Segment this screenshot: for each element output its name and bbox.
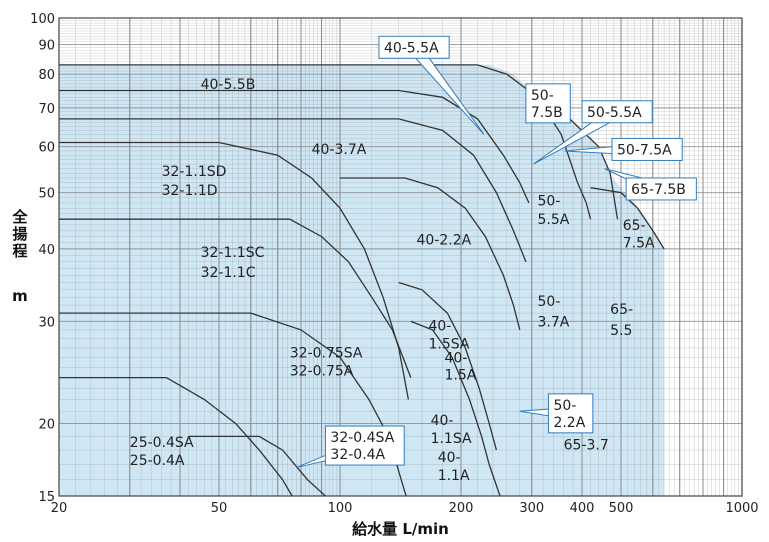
y-tick-label: 70: [38, 102, 55, 117]
series-label: 1.1A: [438, 468, 470, 484]
series-label: 25-0.4A: [130, 453, 185, 469]
x-tick-label: 100: [328, 501, 353, 516]
callout-box: [324, 425, 405, 466]
callout-box: [581, 100, 653, 124]
series-label: 5.5A: [538, 212, 570, 228]
x-tick-label: 1000: [725, 501, 758, 516]
series-label: 1.5SA: [428, 336, 469, 352]
y-axis-label-char: 程: [12, 242, 27, 260]
y-axis-unit: m: [12, 287, 28, 305]
x-tick-label: 20: [51, 501, 68, 516]
y-tick-label: 90: [38, 39, 55, 54]
plot-frame: [58, 17, 743, 497]
curve-40-3.7A: [59, 118, 527, 263]
series-label: 65-: [623, 218, 646, 234]
x-tick-label: 50: [211, 501, 228, 516]
curve-32-1.1SC: [59, 218, 412, 378]
y-tick-label: 80: [38, 68, 55, 83]
curve-40-1.5SA: [398, 281, 498, 451]
callout-label: 32-0.4SA: [330, 430, 394, 446]
curve-25-0.4SA: [59, 376, 293, 497]
series-label: 40-2.2A: [417, 233, 472, 249]
series-label: 25-0.4SA: [130, 435, 194, 451]
y-tick-label: 50: [38, 187, 55, 202]
series-label: 32-1.1D: [162, 183, 218, 199]
curve-32-0.75SA: [59, 312, 407, 497]
series-label: 32-1.1SC: [201, 245, 265, 261]
callout-box: [547, 393, 594, 434]
series-label: 32-1.1SD: [162, 164, 227, 180]
callout-label: 50-5.5A: [587, 105, 642, 121]
x-axis-label: 給水量 L/min: [352, 520, 449, 538]
series-label: 40-: [445, 350, 468, 366]
series-label: 40-: [431, 413, 454, 429]
y-tick-label: 100: [30, 12, 55, 27]
series-labels: 40-5.5B40-3.7A32-1.1SD32-1.1D32-1.1SC32-…: [130, 77, 655, 484]
callout-label: 50-7.5A: [617, 142, 672, 158]
curve-40-5.5A: [59, 89, 530, 204]
series-label: 1.1SA: [431, 431, 472, 447]
series-label: 1.5A: [445, 367, 477, 383]
curve-65-7.5A: [590, 187, 665, 250]
x-tick-label: 200: [449, 501, 474, 516]
series-label: 3.7A: [538, 314, 570, 330]
region-area: [59, 64, 591, 497]
callout-label: 50-: [531, 88, 554, 104]
y-tick-label: 30: [38, 315, 55, 330]
y-tick-label: 60: [38, 141, 55, 156]
callout-box: [378, 35, 450, 59]
callout-label: 65-7.5B: [631, 182, 686, 198]
x-tick-label: 500: [609, 501, 634, 516]
series-label: 50-: [538, 294, 561, 310]
series-label: 65-3.7: [564, 438, 609, 454]
series-label: 40-: [428, 319, 451, 335]
curves: [59, 64, 665, 497]
y-axis-label-char: 全: [11, 208, 28, 226]
series-label: 40-: [438, 450, 461, 466]
y-tick-label: 20: [38, 418, 55, 433]
callout-label: 32-0.4A: [330, 447, 385, 463]
series-label: 32-1.1C: [201, 265, 256, 281]
series-label: 40-3.7A: [312, 142, 367, 158]
curve-40-2.2A: [340, 177, 521, 331]
series-label: 65-: [610, 302, 633, 318]
callout-label: 7.5B: [531, 105, 563, 121]
series-label: 32-0.75A: [290, 363, 354, 379]
callout-box: [611, 137, 683, 161]
series-label: 40-5.5B: [201, 77, 256, 93]
series-label: 7.5A: [623, 236, 655, 252]
x-tick-label: 400: [570, 501, 595, 516]
callout-label: 50-: [553, 398, 576, 414]
series-label: 32-0.75SA: [290, 346, 363, 362]
curve-32-0.4SA: [188, 435, 326, 497]
callout-box: [525, 83, 571, 124]
curve-40-1.1SA: [410, 320, 501, 497]
region-area: [590, 187, 665, 496]
y-axis-label-char: 揚: [12, 225, 27, 243]
y-tick-label: 40: [38, 243, 55, 258]
callout-label: 40-5.5A: [384, 40, 439, 56]
y-tick-label: 15: [38, 490, 55, 505]
series-label: 5.5: [610, 323, 632, 339]
x-tick-label: 300: [519, 501, 544, 516]
series-label: 50-: [538, 193, 561, 209]
callout-label: 2.2A: [553, 415, 585, 431]
callout-box: [625, 177, 697, 201]
